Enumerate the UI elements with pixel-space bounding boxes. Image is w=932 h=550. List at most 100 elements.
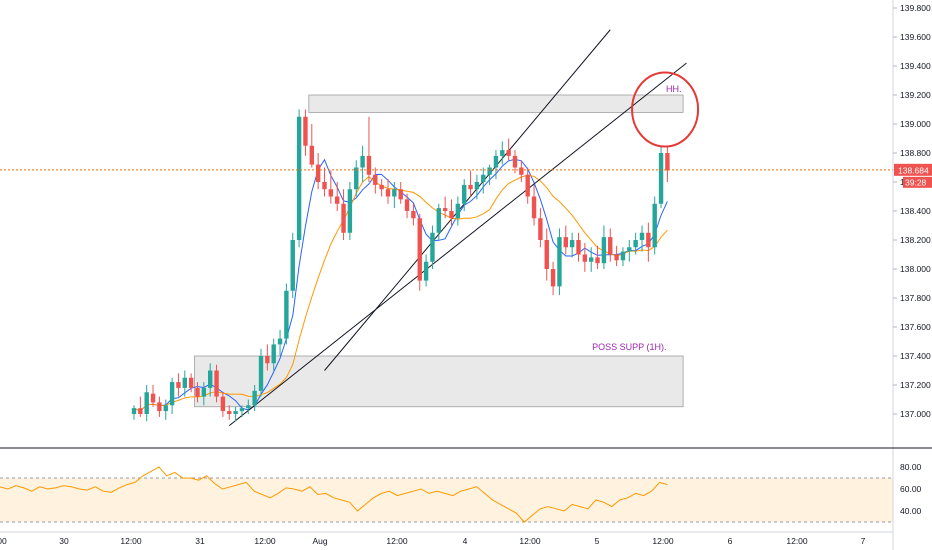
rsi-tick-label: 80.00 xyxy=(900,462,922,472)
candle-body xyxy=(633,240,638,248)
candle-body xyxy=(519,167,524,175)
candle-body xyxy=(595,257,600,264)
candle-body xyxy=(315,164,321,182)
rsi-band xyxy=(0,478,893,522)
candle-body xyxy=(252,390,257,406)
rsi-line xyxy=(0,466,668,523)
candle-body xyxy=(195,387,200,397)
price-tick-label: 138.200 xyxy=(900,235,931,245)
candles xyxy=(131,109,670,422)
last-price-badge xyxy=(894,163,932,176)
time-tick-label: 12:00 xyxy=(652,536,674,546)
candle-body xyxy=(557,237,562,287)
candle-body xyxy=(188,377,194,388)
candle-body xyxy=(398,189,403,200)
time-tick-label: 6 xyxy=(728,536,733,546)
annotation-label: POSS SUPP (1H). xyxy=(592,342,666,352)
annotations: HH. POSS SUPP (1H). xyxy=(0,71,893,352)
candle-body xyxy=(646,232,651,248)
candle-body xyxy=(150,393,156,403)
rsi-pane xyxy=(0,466,893,523)
candle-body xyxy=(271,344,276,364)
candle-body xyxy=(436,208,441,233)
trendline-support[interactable] xyxy=(228,62,687,426)
price-tick-label: 138.800 xyxy=(900,148,931,158)
candle-body xyxy=(665,153,670,171)
price-tick-label: 137.600 xyxy=(900,322,931,332)
candle-body xyxy=(201,387,207,397)
candle-body xyxy=(493,155,499,168)
rsi-tick-label: 60.00 xyxy=(900,484,922,494)
candle-body xyxy=(544,240,549,269)
candle-body xyxy=(652,203,657,248)
candle-body xyxy=(341,203,346,233)
candle-body xyxy=(608,237,613,255)
candle-body xyxy=(258,356,264,391)
time-tick-label: 12:00 xyxy=(386,536,408,546)
candle-body xyxy=(246,405,251,409)
candle-body xyxy=(442,208,448,211)
price-tick-label: 139.000 xyxy=(900,119,931,129)
candle-body xyxy=(639,232,645,240)
candle-body xyxy=(176,382,181,388)
zone-box xyxy=(308,94,684,113)
candle-body xyxy=(620,251,626,261)
highlight-circle[interactable] xyxy=(631,71,700,148)
rsi-tick-label: 40.00 xyxy=(900,506,922,516)
candle-body xyxy=(569,240,575,248)
candle-body xyxy=(487,167,492,175)
candle-body xyxy=(290,240,295,291)
countdown-badge xyxy=(903,176,932,188)
candle-body xyxy=(411,211,416,219)
candle-body xyxy=(462,184,467,204)
time-tick-label: Aug xyxy=(312,536,327,546)
candle-body xyxy=(550,269,556,287)
candle-body xyxy=(182,377,187,388)
candle-body xyxy=(322,182,327,190)
candle-body xyxy=(379,184,384,190)
candle-body xyxy=(658,153,664,204)
candle-body xyxy=(157,402,162,412)
annotation-label: HH. xyxy=(666,84,682,94)
candle-body xyxy=(582,254,588,262)
candle-body xyxy=(208,370,213,388)
price-tick-label: 139.200 xyxy=(900,90,931,100)
candle-body xyxy=(392,189,397,197)
time-tick-label: 5 xyxy=(595,536,600,546)
price-tick-label: 138.400 xyxy=(900,206,931,216)
candle-body xyxy=(481,174,486,182)
zone-box xyxy=(194,355,684,408)
price-tick-label: 137.400 xyxy=(900,351,931,361)
candle-body xyxy=(449,211,454,219)
candle-body xyxy=(417,218,422,281)
candle-body xyxy=(525,174,530,197)
time-tick-label: 7 xyxy=(861,536,866,546)
candle-body xyxy=(227,411,232,414)
candle-body xyxy=(563,237,568,248)
candle-body xyxy=(303,116,308,146)
price-tick-label: 137.200 xyxy=(900,380,931,390)
last-price-value: 138.684 xyxy=(898,165,929,175)
candle-body xyxy=(233,411,238,414)
time-tick-label: 12:00 xyxy=(254,536,276,546)
price-tick-label: 139.600 xyxy=(900,32,931,42)
zones xyxy=(194,94,684,408)
candle-body xyxy=(169,382,175,406)
candle-body xyxy=(138,408,143,414)
price-tick-label: 138.000 xyxy=(900,264,931,274)
candle-body xyxy=(277,338,283,345)
candle-body xyxy=(500,150,505,156)
candle-body xyxy=(328,189,334,197)
candle-body xyxy=(354,167,359,190)
candle-body xyxy=(366,155,372,175)
trendlines[interactable] xyxy=(228,29,687,426)
candle-body xyxy=(284,290,289,339)
price-tick-label: 139.400 xyxy=(900,61,931,71)
candle-body xyxy=(512,155,518,168)
candle-body xyxy=(335,196,340,204)
candle-body xyxy=(309,145,314,165)
trendline-steep[interactable] xyxy=(324,29,611,371)
